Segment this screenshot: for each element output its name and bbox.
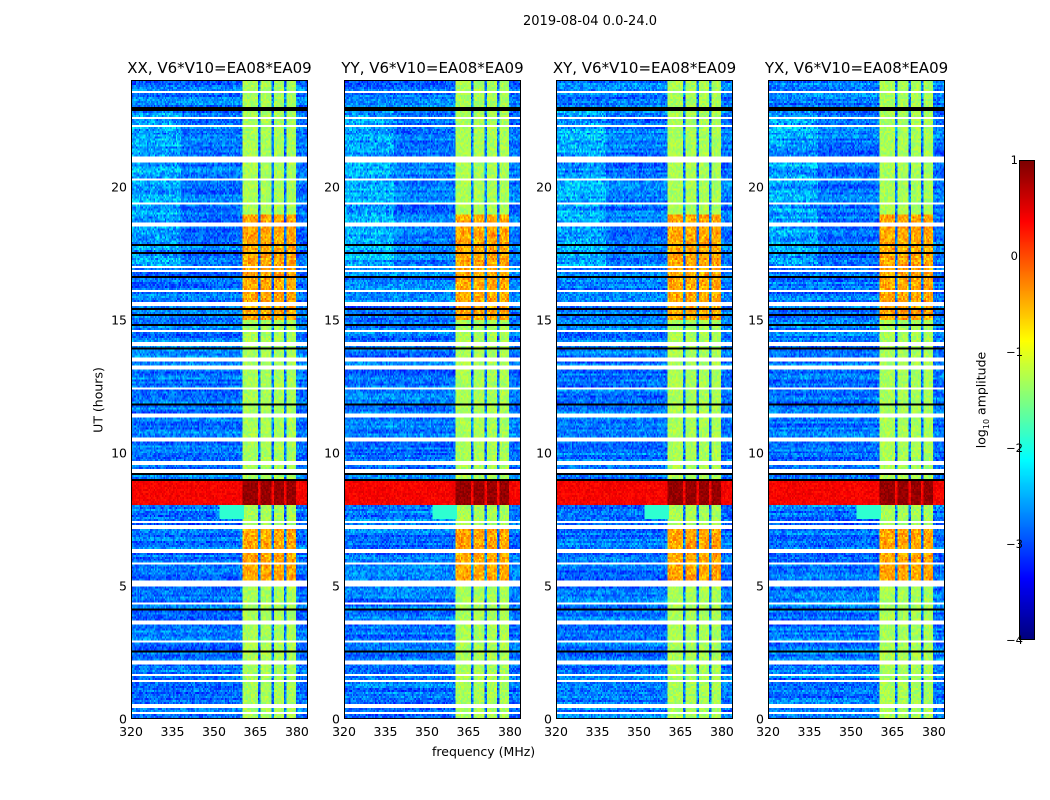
x-tick-label: 335 <box>160 724 185 739</box>
y-tick-label: 20 <box>111 179 127 194</box>
heatmap-cells <box>557 81 732 718</box>
x-tick-label: 380 <box>710 724 734 739</box>
y-tick-label: 15 <box>324 312 340 328</box>
y-tick-label: 20 <box>536 179 552 194</box>
y-tick-label: 10 <box>748 445 764 461</box>
y-tick-label: 10 <box>324 445 340 461</box>
x-tick-label: 380 <box>285 724 309 739</box>
x-tick-label: 335 <box>373 724 398 739</box>
colorbar-tick-label: −1 <box>1006 345 1023 359</box>
heatmap-cells <box>132 81 307 718</box>
x-tick-label: 350 <box>839 724 863 739</box>
x-tick-label: 350 <box>415 724 439 739</box>
panel-title: XY, V6*V10=EA08*EA09 <box>552 59 737 77</box>
y-tick-label: 10 <box>111 445 127 461</box>
y-tick-label: 10 <box>536 445 552 461</box>
y-tick-label: 20 <box>748 179 764 194</box>
colorbar-tick-label: −3 <box>1006 537 1023 551</box>
y-tick-label: 5 <box>119 578 127 594</box>
x-tick-label: 380 <box>922 724 946 739</box>
x-tick-label: 350 <box>202 724 226 739</box>
y-tick-label: 15 <box>536 312 552 328</box>
heatmap-panel <box>768 80 945 719</box>
x-tick-label: 320 <box>756 724 780 739</box>
panel-title: XX, V6*V10=EA08*EA09 <box>127 59 312 77</box>
heatmap-cells <box>769 81 944 718</box>
y-tick-label: 20 <box>324 179 340 194</box>
x-axis-label: frequency (MHz) <box>432 744 536 759</box>
y-axis-label: UT (hours) <box>90 367 106 433</box>
heatmap-panel <box>344 80 521 719</box>
x-tick-label: 320 <box>332 724 356 739</box>
y-tick-label: 5 <box>544 578 552 594</box>
colorbar-tick-label: 0 <box>1010 249 1018 263</box>
y-tick-label: 15 <box>111 312 127 328</box>
y-tick-label: 0 <box>756 711 764 727</box>
heatmap-cells <box>345 81 520 718</box>
colorbar-label: log10 amplitude <box>973 351 991 449</box>
x-tick-label: 365 <box>668 724 693 739</box>
y-tick-label: 5 <box>756 578 764 594</box>
y-tick-label: 15 <box>748 312 764 328</box>
y-tick-label: 0 <box>544 711 552 727</box>
y-tick-label: 0 <box>332 711 340 727</box>
colorbar-tick-label: 1 <box>1010 153 1018 167</box>
colorbar-tick-label: −2 <box>1006 441 1023 455</box>
heatmap-panel <box>556 80 733 719</box>
x-tick-label: 380 <box>498 724 522 739</box>
panel-title: YX, V6*V10=EA08*EA09 <box>764 59 949 77</box>
panel-title: YY, V6*V10=EA08*EA09 <box>341 59 524 77</box>
colorbar <box>1019 160 1035 640</box>
x-tick-label: 320 <box>119 724 143 739</box>
y-tick-label: 0 <box>119 711 127 727</box>
x-tick-label: 320 <box>544 724 568 739</box>
x-tick-label: 365 <box>456 724 481 739</box>
x-tick-label: 365 <box>880 724 905 739</box>
figure-title: 2019-08-04 0.0-24.0 <box>523 14 657 29</box>
x-tick-label: 365 <box>243 724 268 739</box>
x-tick-label: 350 <box>627 724 651 739</box>
heatmap-panel <box>131 80 308 719</box>
y-tick-label: 5 <box>332 578 340 594</box>
x-tick-label: 335 <box>797 724 822 739</box>
x-tick-label: 335 <box>585 724 610 739</box>
colorbar-tick-label: −4 <box>1006 633 1023 647</box>
